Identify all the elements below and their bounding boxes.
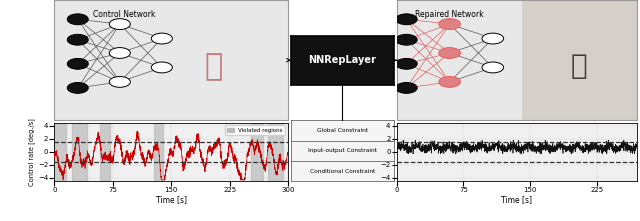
Circle shape [151,33,172,44]
Circle shape [482,33,504,44]
Bar [154,123,163,181]
Bar [54,123,66,181]
Circle shape [67,58,88,69]
Circle shape [67,14,88,25]
Text: Conditional Constraint: Conditional Constraint [310,169,375,173]
Bar [72,123,87,181]
Circle shape [396,14,417,25]
Text: Control Network: Control Network [93,10,156,19]
Bar [252,123,263,181]
X-axis label: Time [s]: Time [s] [156,195,187,204]
Circle shape [396,58,417,69]
Circle shape [482,62,504,73]
Circle shape [67,82,88,93]
X-axis label: Time [s]: Time [s] [501,195,532,204]
Circle shape [439,48,460,58]
Bar [522,0,637,120]
Circle shape [396,82,417,93]
Text: Global Constraint: Global Constraint [317,128,368,133]
Text: 🚶: 🚶 [204,52,222,81]
Circle shape [396,34,417,45]
Legend: Violated regions: Violated regions [225,126,285,135]
Y-axis label: Control rate [deg./s]: Control rate [deg./s] [28,118,35,186]
Circle shape [109,48,131,58]
Circle shape [109,19,131,30]
Circle shape [151,62,172,73]
Text: NNRepLayer: NNRepLayer [308,55,376,65]
Circle shape [67,34,88,45]
Bar [100,123,111,181]
Text: Repaired Network: Repaired Network [415,10,484,19]
Circle shape [439,76,460,87]
Circle shape [439,19,460,30]
Circle shape [109,76,131,87]
Text: Input-output Constraint: Input-output Constraint [308,148,377,153]
Bar [268,123,284,181]
Text: 🏃: 🏃 [571,52,588,80]
